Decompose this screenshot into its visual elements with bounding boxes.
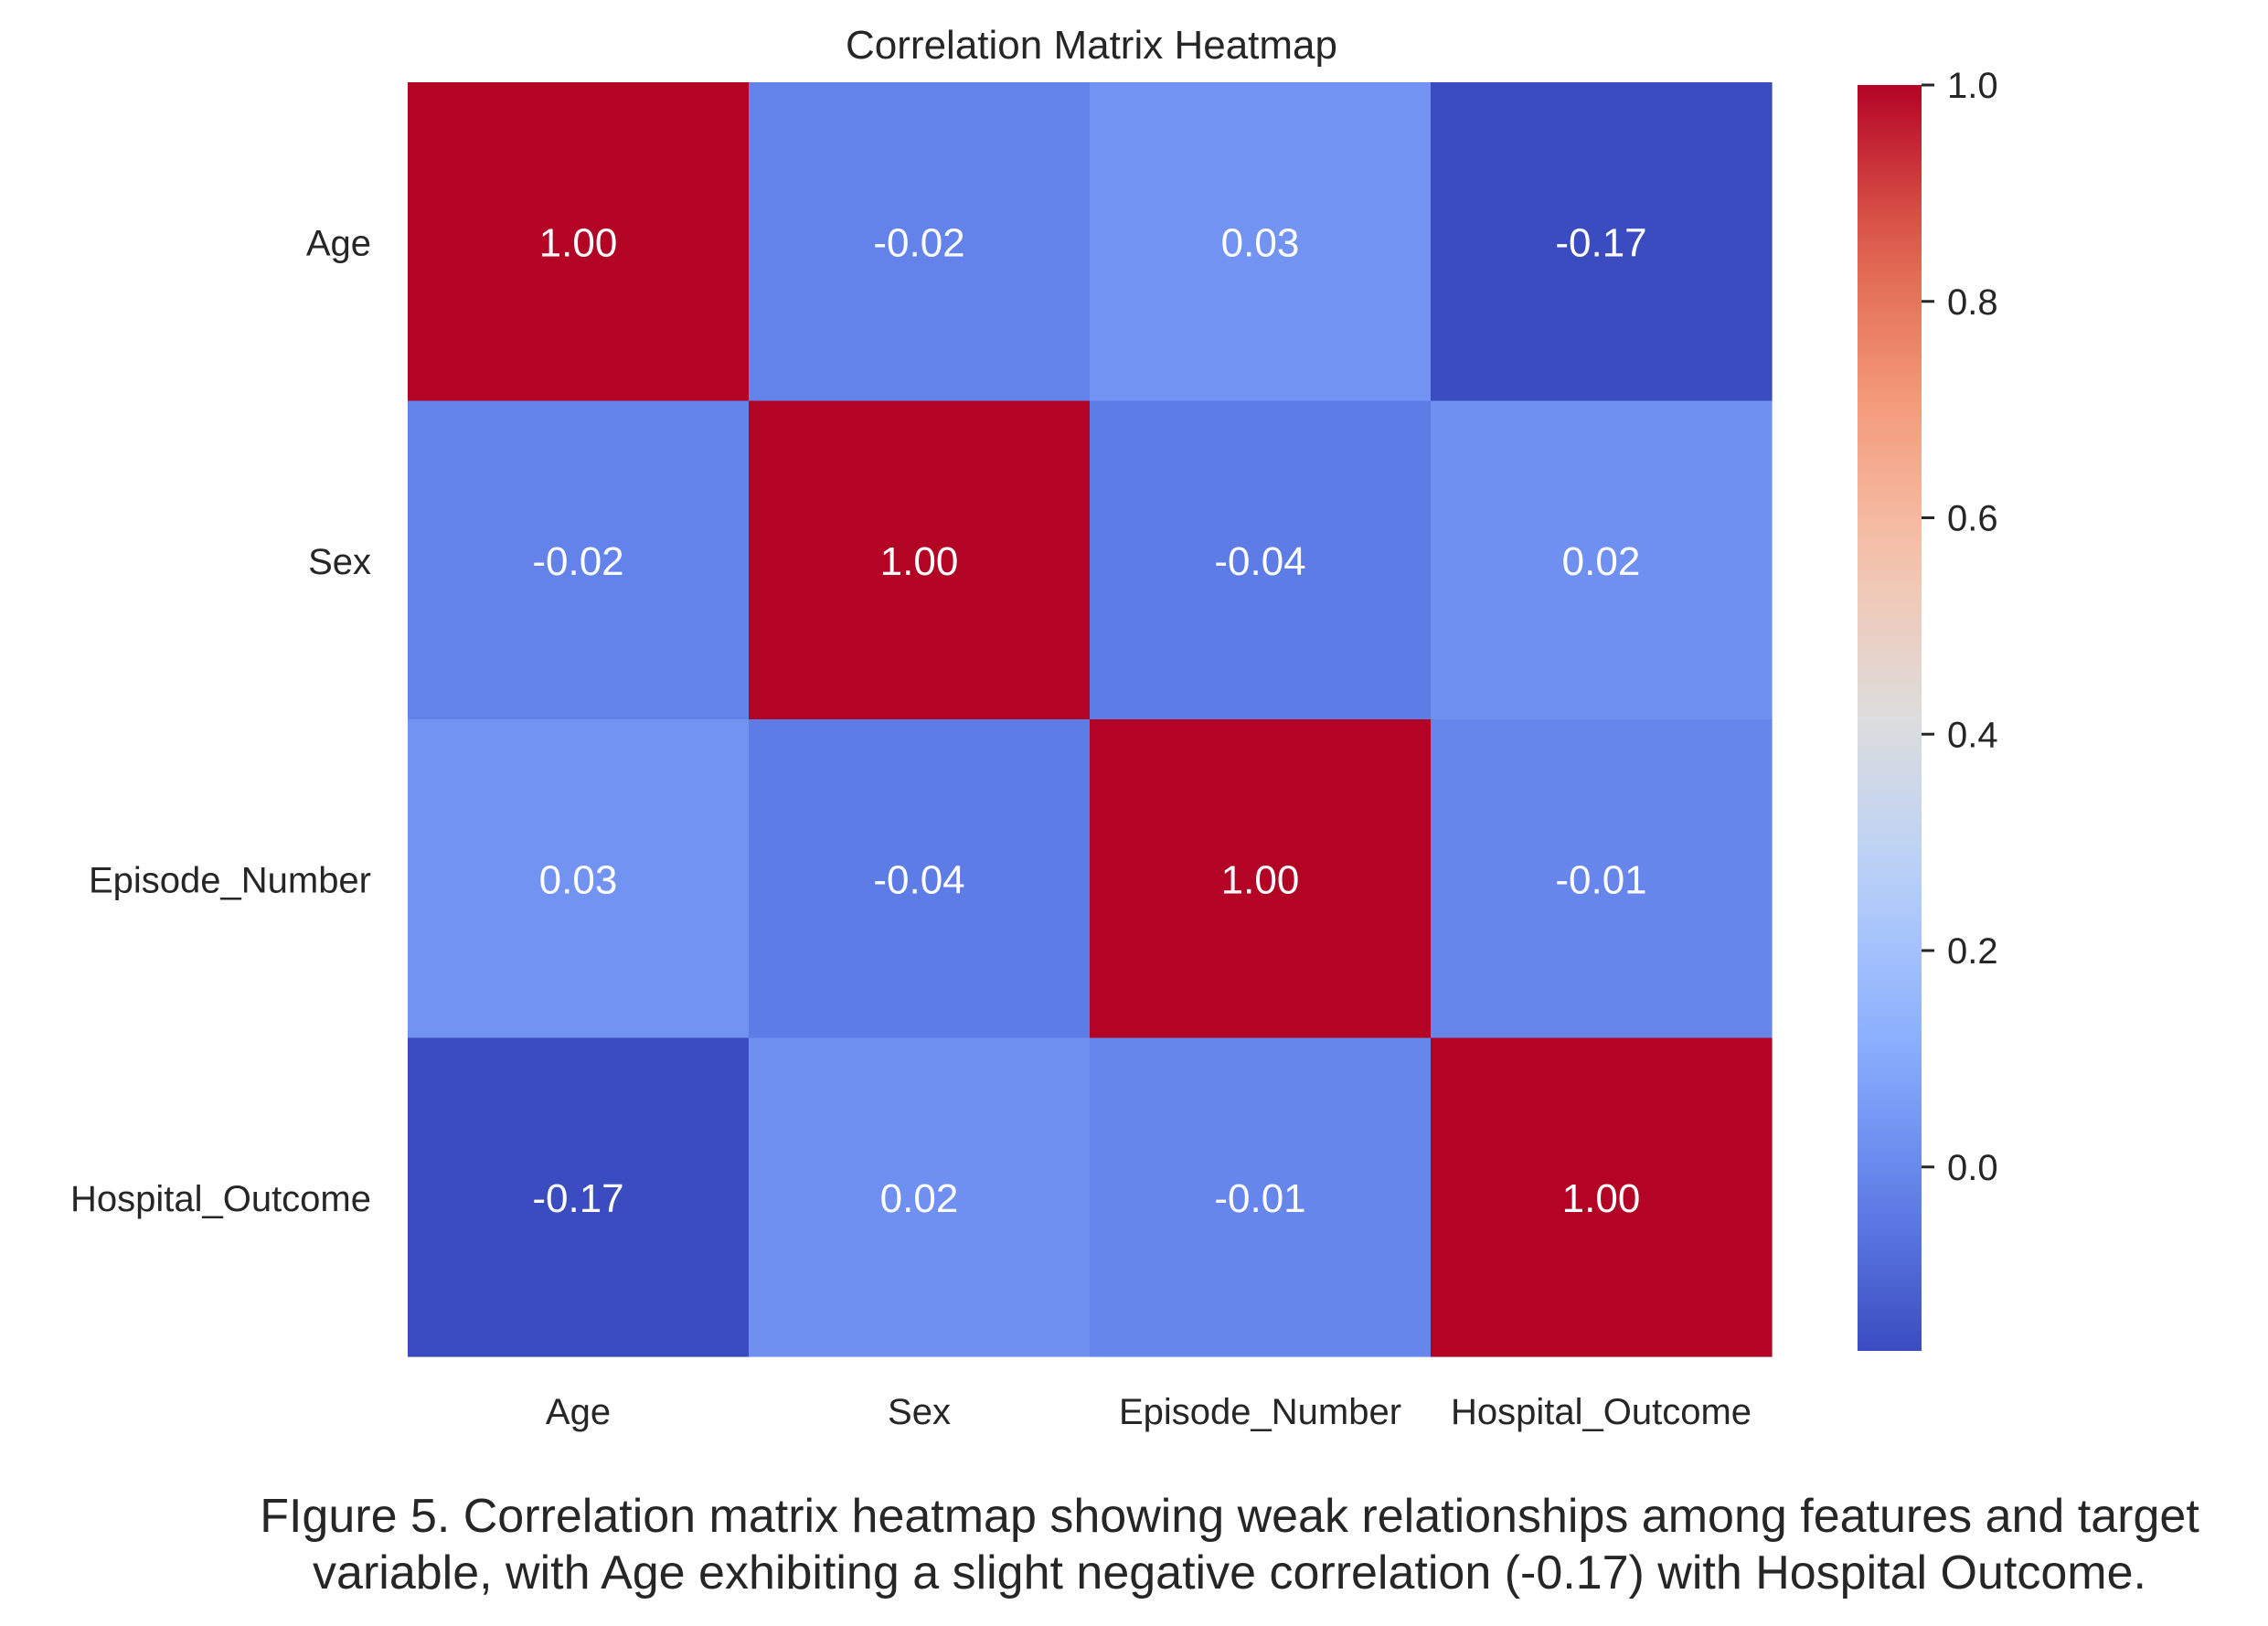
heatmap-cell-1-2 [1090, 400, 1432, 720]
column-labels: Age Sex Episode_Number Hospital_Outcome [546, 1392, 1752, 1432]
caption-line-2: variable, with Age exhibiting a slight n… [313, 1546, 2146, 1599]
heatmap-cell-0-3 [1431, 82, 1773, 402]
colorbar: 0.0 0.2 0.4 0.6 0.8 1.0 [1858, 66, 1998, 1351]
cell-value-3-1: 0.02 [880, 1176, 959, 1221]
heatmap-cell-3-2 [1090, 1037, 1432, 1357]
colorbar-tick-label-1: 0.2 [1947, 931, 1998, 972]
column-label-0: Age [546, 1392, 611, 1432]
figure-caption: FIgure 5. Correlation matrix heatmap sho… [210, 1488, 2249, 1601]
heatmap-cell-2-2 [1090, 719, 1432, 1039]
row-label-0: Age [306, 223, 371, 263]
cell-value-3-2: -0.01 [1214, 1176, 1305, 1221]
heatmap-cell-2-0 [408, 719, 750, 1039]
cell-value-0-1: -0.02 [873, 220, 964, 265]
cell-value-1-2: -0.04 [1214, 539, 1305, 584]
cell-value-2-3: -0.01 [1555, 857, 1646, 902]
colorbar-tick-label-5: 1.0 [1947, 66, 1998, 106]
colorbar-tick-label-3: 0.6 [1947, 499, 1998, 539]
chart-title: Correlation Matrix Heatmap [846, 23, 1337, 68]
column-label-1: Sex [888, 1392, 951, 1432]
cell-value-1-1: 1.00 [880, 539, 959, 584]
colorbar-tick-label-2: 0.4 [1947, 715, 1998, 755]
cell-value-3-0: -0.17 [532, 1176, 623, 1221]
heatmap-cell-3-0 [408, 1037, 750, 1357]
heatmap-cells: 1.00 -0.02 0.03 -0.17 -0.02 1.00 -0.04 0.02 0.03… [408, 82, 1773, 1357]
row-label-2: Episode_Number [89, 860, 371, 900]
heatmap-cell-2-3 [1431, 719, 1773, 1039]
row-label-1: Sex [308, 542, 371, 582]
row-labels: Age Sex Episode_Number Hospital_Outcome [70, 223, 371, 1219]
cell-value-2-2: 1.00 [1221, 857, 1300, 902]
heatmap-cell-3-3 [1431, 1037, 1773, 1357]
cell-value-2-1: -0.04 [873, 857, 964, 902]
heatmap-cell-3-1 [749, 1037, 1091, 1357]
column-label-3: Hospital_Outcome [1451, 1392, 1752, 1432]
cell-value-1-3: 0.02 [1562, 539, 1641, 584]
row-label-3: Hospital_Outcome [70, 1179, 371, 1219]
heatmap-cell-2-1 [749, 719, 1091, 1039]
heatmap-cell-1-0 [408, 400, 750, 720]
caption-line-1: FIgure 5. Correlation matrix heatmap sho… [260, 1490, 2199, 1543]
cell-value-0-0: 1.00 [539, 220, 618, 265]
cell-value-0-3: -0.17 [1555, 220, 1646, 265]
colorbar-tick-label-0: 0.0 [1947, 1148, 1998, 1188]
colorbar-gradient [1858, 85, 1922, 1351]
heatmap-cell-0-2 [1090, 82, 1432, 402]
heatmap-cell-0-1 [749, 82, 1091, 402]
cell-value-0-2: 0.03 [1221, 220, 1300, 265]
column-label-2: Episode_Number [1119, 1392, 1401, 1432]
cell-value-3-3: 1.00 [1562, 1176, 1641, 1221]
heatmap-cell-1-1 [749, 400, 1091, 720]
colorbar-tick-label-4: 0.8 [1947, 282, 1998, 323]
heatmap-cell-0-0 [408, 82, 750, 402]
heatmap-cell-1-3 [1431, 400, 1773, 720]
cell-value-2-0: 0.03 [539, 857, 618, 902]
cell-value-1-0: -0.02 [532, 539, 623, 584]
